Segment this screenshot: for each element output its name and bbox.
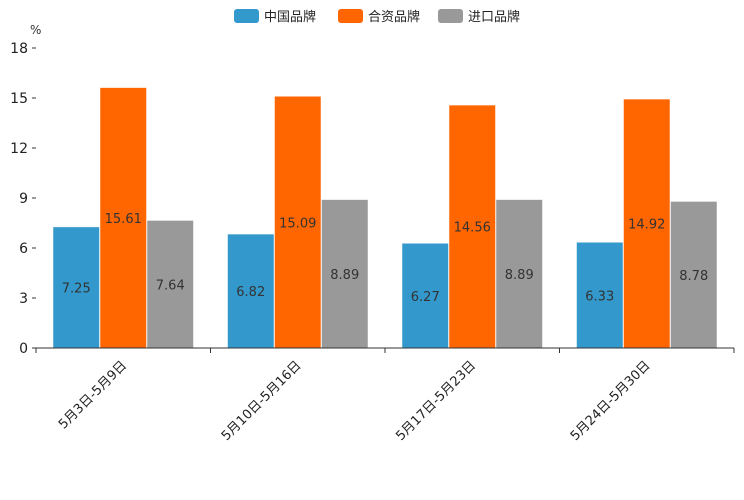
y-tick-label: 6 xyxy=(19,241,28,257)
bar[interactable] xyxy=(670,201,717,348)
bar[interactable] xyxy=(321,199,368,348)
legend-item[interactable]: 合资品牌 xyxy=(338,9,420,25)
y-tick-label: 12 xyxy=(10,141,28,157)
bar-value-label: 7.64 xyxy=(156,278,185,293)
bar[interactable] xyxy=(402,243,449,349)
bar-value-label: 7.25 xyxy=(62,282,91,297)
legend-swatch xyxy=(438,9,463,23)
bar[interactable] xyxy=(623,99,670,348)
y-tick-label: 9 xyxy=(19,191,28,207)
legend-label: 中国品牌 xyxy=(264,9,316,25)
x-tick-label: 5月3日-5月9日 xyxy=(56,358,130,432)
bar-value-label: 15.61 xyxy=(105,212,142,227)
y-tick-label: 18 xyxy=(10,41,28,57)
bar[interactable] xyxy=(576,242,623,349)
legend[interactable]: 中国品牌 合资品牌 进口品牌 xyxy=(234,9,520,25)
bar-value-label: 6.33 xyxy=(585,289,614,304)
bar[interactable] xyxy=(274,96,321,349)
bar-value-label: 8.78 xyxy=(679,269,708,284)
legend-label: 进口品牌 xyxy=(468,9,520,25)
legend-label: 合资品牌 xyxy=(368,9,420,25)
y-tick-label: 15 xyxy=(10,91,28,107)
legend-swatch xyxy=(234,9,259,23)
y-axis: 0 3 6 9 12 15 18 xyxy=(10,41,36,357)
bar-value-label: 14.92 xyxy=(628,218,665,233)
bar[interactable] xyxy=(227,234,274,348)
y-tick-label: 3 xyxy=(19,291,28,307)
bars-group: 7.25 6.82 6.27 6.33 15.61 15.09 14.56 14.92 7.64… xyxy=(53,87,717,349)
y-axis-unit-label: % xyxy=(30,23,41,37)
bar[interactable] xyxy=(100,87,147,348)
x-tick-label: 5月24日-5月30日 xyxy=(568,358,654,444)
bar[interactable] xyxy=(496,199,543,348)
legend-swatch xyxy=(338,9,363,23)
bar-value-label: 8.89 xyxy=(330,268,359,283)
bar-value-label: 14.56 xyxy=(454,221,491,236)
bar-value-label: 15.09 xyxy=(279,216,316,231)
bar[interactable] xyxy=(53,227,100,348)
x-axis: 5月3日-5月9日 5月10日-5月16日 5月17日-5月23日 5月24日-5月3… xyxy=(35,347,735,444)
legend-item[interactable]: 中国品牌 xyxy=(234,9,316,25)
legend-item[interactable]: 进口品牌 xyxy=(438,9,520,25)
bar[interactable] xyxy=(449,105,496,348)
bar-value-label: 6.82 xyxy=(236,285,265,300)
x-tick-label: 5月10日-5月16日 xyxy=(219,358,305,444)
bar-value-label: 6.27 xyxy=(411,290,440,305)
bar[interactable] xyxy=(147,220,194,348)
x-tick-label: 5月17日-5月23日 xyxy=(393,358,479,444)
y-tick-label: 0 xyxy=(19,341,28,357)
bar-value-label: 8.89 xyxy=(505,268,534,283)
